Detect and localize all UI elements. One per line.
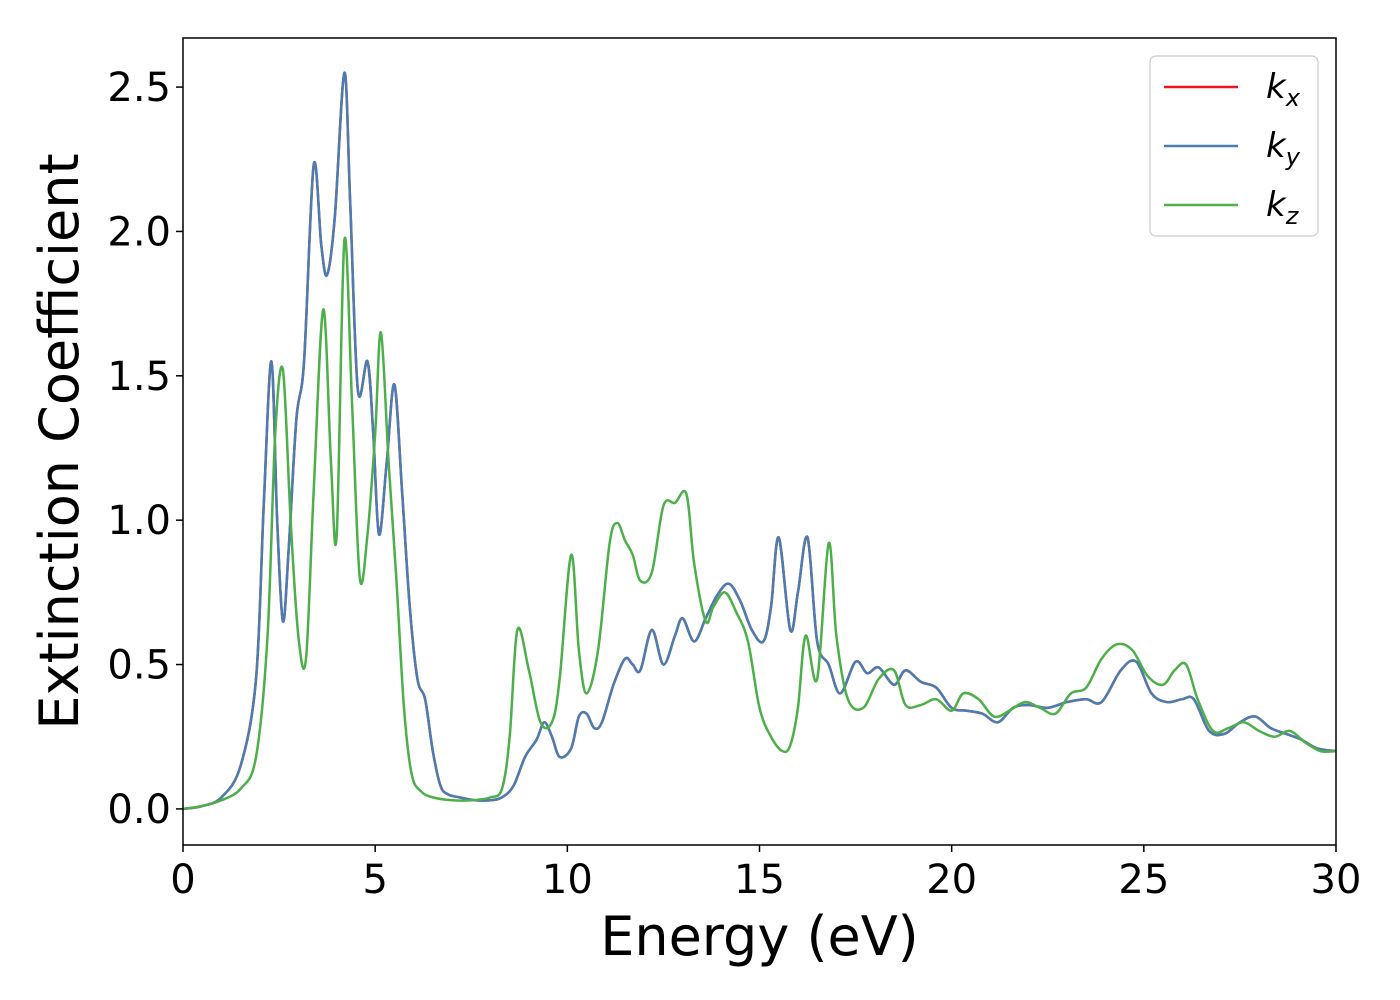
y-tick-label: 1.5 (107, 354, 171, 400)
y-tick-label: 1.0 (107, 498, 171, 544)
x-tick-label: 5 (362, 857, 387, 903)
x-tick-label: 25 (1118, 857, 1169, 903)
series-line-z (183, 236, 1336, 811)
x-tick-label: 30 (1311, 857, 1362, 903)
y-tick-label: 0.5 (107, 643, 171, 689)
y-axis-ticks: 0.0 0.5 1.0 1.5 2.0 2.5 (107, 65, 183, 833)
x-tick-label: 20 (926, 857, 977, 903)
y-axis-title: Extinction Coefficient (28, 153, 91, 729)
legend-label-z: kz (1266, 185, 1300, 230)
x-axis-ticks: 0 5 10 15 20 25 30 (170, 845, 1361, 903)
x-tick-label: 0 (170, 857, 195, 903)
y-tick-label: 2.0 (107, 209, 171, 255)
series-lines (183, 71, 1336, 811)
x-axis-title: Energy (eV) (600, 905, 919, 968)
x-tick-label: 10 (542, 857, 593, 903)
y-tick-label: 0.0 (107, 787, 171, 833)
series-line-y (183, 71, 1336, 811)
legend-label-x: kx (1266, 67, 1301, 112)
y-tick-label: 2.5 (107, 65, 171, 111)
x-tick-label: 15 (734, 857, 785, 903)
legend: kx ky kz (1149, 55, 1319, 237)
legend-label-y: ky (1266, 126, 1301, 171)
